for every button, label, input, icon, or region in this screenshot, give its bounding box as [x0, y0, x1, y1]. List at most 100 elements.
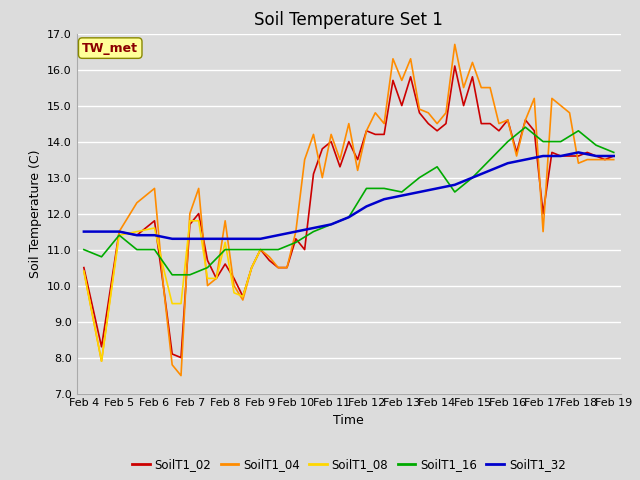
SoilT1_16: [345, 214, 353, 220]
SoilT1_32: [221, 236, 229, 242]
SoilT1_16: [150, 247, 158, 252]
SoilT1_32: [327, 222, 335, 228]
SoilT1_16: [115, 232, 123, 238]
SoilT1_32: [486, 168, 494, 173]
SoilT1_32: [610, 153, 618, 159]
SoilT1_16: [592, 142, 600, 148]
SoilT1_02: [468, 74, 476, 80]
SoilT1_16: [363, 186, 371, 192]
Line: SoilT1_04: SoilT1_04: [84, 45, 614, 376]
SoilT1_32: [468, 175, 476, 180]
SoilT1_04: [451, 42, 459, 48]
SoilT1_32: [80, 229, 88, 235]
SoilT1_16: [239, 247, 246, 252]
Text: TW_met: TW_met: [82, 42, 138, 55]
SoilT1_16: [292, 240, 300, 245]
SoilT1_32: [239, 236, 246, 242]
SoilT1_16: [486, 156, 494, 162]
SoilT1_08: [159, 265, 167, 271]
Line: SoilT1_02: SoilT1_02: [84, 66, 614, 358]
SoilT1_16: [275, 247, 282, 252]
Title: Soil Temperature Set 1: Soil Temperature Set 1: [254, 11, 444, 29]
SoilT1_16: [327, 222, 335, 228]
SoilT1_04: [177, 373, 185, 379]
SoilT1_08: [248, 265, 255, 271]
SoilT1_32: [575, 150, 582, 156]
SoilT1_32: [363, 204, 371, 209]
SoilT1_32: [522, 156, 529, 162]
SoilT1_16: [451, 189, 459, 195]
SoilT1_32: [557, 153, 564, 159]
SoilT1_16: [468, 175, 476, 180]
SoilT1_16: [98, 254, 106, 260]
SoilT1_32: [292, 229, 300, 235]
SoilT1_04: [610, 156, 618, 162]
SoilT1_02: [451, 63, 459, 69]
SoilT1_02: [133, 232, 141, 238]
SoilT1_16: [133, 247, 141, 252]
SoilT1_08: [98, 358, 106, 364]
SoilT1_04: [257, 247, 264, 252]
SoilT1_16: [204, 265, 211, 271]
SoilT1_32: [504, 160, 511, 166]
SoilT1_02: [80, 265, 88, 271]
SoilT1_32: [380, 196, 388, 202]
SoilT1_08: [257, 247, 264, 252]
SoilT1_02: [477, 121, 485, 127]
SoilT1_32: [204, 236, 211, 242]
SoilT1_32: [310, 225, 317, 231]
Line: SoilT1_08: SoilT1_08: [84, 221, 260, 361]
SoilT1_08: [230, 290, 238, 296]
SoilT1_04: [80, 268, 88, 274]
SoilT1_02: [257, 247, 264, 252]
SoilT1_32: [257, 236, 264, 242]
SoilT1_02: [177, 355, 185, 360]
SoilT1_32: [398, 193, 406, 199]
SoilT1_16: [557, 139, 564, 144]
SoilT1_16: [380, 186, 388, 192]
SoilT1_08: [212, 276, 220, 281]
SoilT1_32: [133, 232, 141, 238]
SoilT1_08: [239, 294, 246, 300]
SoilT1_32: [433, 186, 441, 192]
SoilT1_16: [168, 272, 176, 277]
SoilT1_16: [575, 128, 582, 133]
SoilT1_16: [310, 229, 317, 235]
SoilT1_16: [398, 189, 406, 195]
Line: SoilT1_16: SoilT1_16: [84, 127, 614, 275]
SoilT1_16: [504, 139, 511, 144]
SoilT1_16: [610, 150, 618, 156]
SoilT1_32: [115, 229, 123, 235]
SoilT1_08: [204, 276, 211, 281]
SoilT1_32: [168, 236, 176, 242]
SoilT1_08: [150, 225, 158, 231]
SoilT1_16: [221, 247, 229, 252]
SoilT1_08: [168, 300, 176, 307]
SoilT1_32: [592, 153, 600, 159]
SoilT1_16: [257, 247, 264, 252]
SoilT1_04: [336, 156, 344, 162]
SoilT1_16: [80, 247, 88, 252]
SoilT1_32: [275, 232, 282, 238]
SoilT1_16: [415, 175, 423, 180]
SoilT1_02: [610, 153, 618, 159]
SoilT1_08: [221, 240, 229, 245]
SoilT1_08: [133, 229, 141, 235]
SoilT1_02: [115, 229, 123, 235]
Legend: SoilT1_02, SoilT1_04, SoilT1_08, SoilT1_16, SoilT1_32: SoilT1_02, SoilT1_04, SoilT1_08, SoilT1_…: [127, 454, 570, 476]
SoilT1_32: [451, 182, 459, 188]
SoilT1_32: [345, 214, 353, 220]
SoilT1_08: [115, 232, 123, 238]
SoilT1_32: [150, 232, 158, 238]
SoilT1_08: [80, 268, 88, 274]
SoilT1_16: [186, 272, 194, 277]
SoilT1_08: [195, 218, 202, 224]
SoilT1_32: [98, 229, 106, 235]
SoilT1_16: [522, 124, 529, 130]
SoilT1_04: [115, 229, 123, 235]
Line: SoilT1_32: SoilT1_32: [84, 153, 614, 239]
SoilT1_16: [433, 164, 441, 170]
SoilT1_32: [186, 236, 194, 242]
X-axis label: Time: Time: [333, 414, 364, 427]
SoilT1_32: [540, 153, 547, 159]
